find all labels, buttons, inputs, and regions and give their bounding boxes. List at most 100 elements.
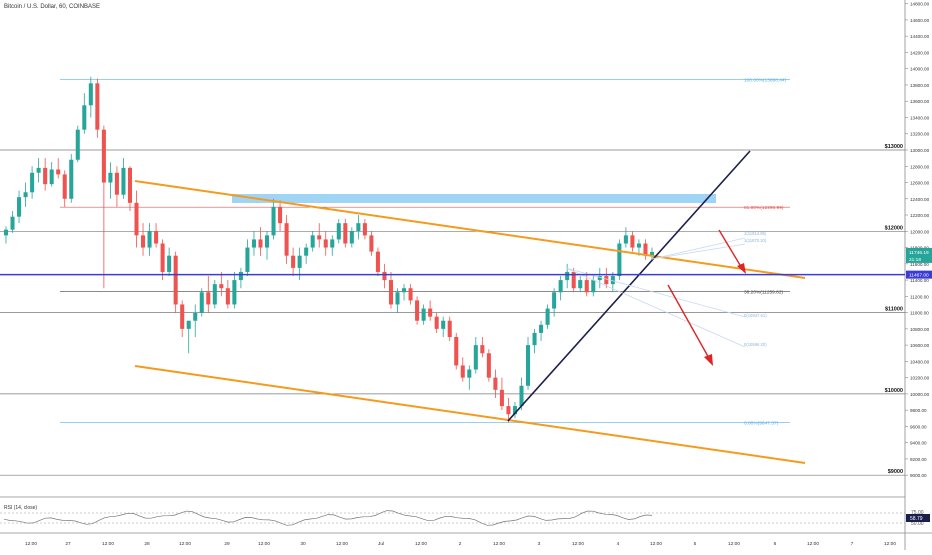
projection-line-b	[565, 267, 746, 318]
projection-label: 1(11870.20)	[744, 238, 767, 243]
time-tick-label: 3	[538, 541, 541, 547]
candle	[362, 219, 367, 240]
price-tick-label: 11000.00	[910, 311, 929, 316]
candle	[147, 223, 152, 256]
time-tick-label: 12:00	[807, 541, 819, 547]
candle	[571, 267, 576, 293]
price-tick-label: 14400.00	[910, 34, 930, 39]
rsi-level-75: 75.00	[911, 510, 924, 516]
time-tick-label: 4	[617, 541, 620, 547]
time-tick-label: 12:00	[25, 541, 37, 547]
channel-lower-line	[134, 365, 806, 464]
candle	[141, 223, 146, 256]
time-tick-label: 12:00	[258, 541, 270, 547]
fib-label: 100.00%(13868.44)	[744, 77, 787, 83]
rsi-current-tag	[906, 514, 930, 522]
projection-line-c	[651, 237, 746, 260]
price-tick-label: 11400.00	[910, 278, 929, 283]
candle	[206, 276, 211, 313]
candle	[88, 76, 93, 118]
price-tick-label: 10600.00	[910, 343, 930, 348]
candle	[480, 336, 485, 358]
price-tick-label: 13600.00	[910, 99, 930, 104]
candle	[199, 288, 204, 317]
price-tag-box	[906, 254, 932, 263]
candle	[17, 190, 22, 224]
candle	[415, 296, 420, 325]
level-label: $13000	[885, 144, 903, 150]
candle	[127, 166, 133, 211]
candle	[154, 223, 159, 248]
time-tick-label: 27	[65, 541, 71, 547]
projection-label: 0(10947.61)	[744, 313, 767, 318]
candle	[180, 300, 185, 337]
candle	[251, 231, 256, 256]
candle	[56, 158, 61, 179]
candle	[134, 190, 139, 248]
candle	[245, 239, 250, 277]
projection-label: 1(11914.85)	[744, 231, 767, 236]
candle	[173, 251, 178, 313]
candle	[160, 239, 165, 281]
fib-label: 61.80%(12295.99)	[744, 205, 784, 211]
candle	[519, 377, 524, 411]
candle	[369, 231, 374, 256]
horizontal-levels: $13000 $12000 $11000 $10000 $9000	[0, 144, 905, 476]
candle	[421, 304, 426, 325]
candle	[525, 336, 531, 390]
candle	[604, 267, 609, 289]
candle	[278, 200, 283, 232]
candle	[395, 288, 400, 313]
candle	[238, 267, 243, 289]
time-tick-label: 7	[851, 541, 854, 547]
time-tick-label: 30	[300, 541, 306, 547]
fibonacci-levels: 100.00%(13868.44) 61.80%(12295.99) 38.20%(…	[60, 77, 790, 427]
time-tick-label: 12:00	[884, 541, 896, 547]
candle	[349, 227, 354, 248]
candle	[493, 369, 498, 398]
level-label: $12000	[885, 225, 903, 231]
candle	[114, 166, 119, 207]
time-tick-label: 2	[459, 541, 462, 547]
price-tick-label: 14600.00	[910, 18, 930, 23]
price-tick-label: 13000.00	[910, 148, 930, 153]
candle	[382, 263, 387, 289]
candle	[454, 332, 459, 370]
candle	[271, 198, 276, 240]
candle	[441, 316, 446, 337]
candle	[460, 357, 465, 382]
candles	[3, 76, 655, 423]
time-tick-label: 5	[694, 541, 697, 547]
price-tick-label: 9800.00	[910, 408, 927, 413]
candle	[506, 397, 511, 423]
candle	[617, 239, 622, 281]
candle	[49, 162, 54, 187]
candle	[597, 267, 602, 289]
candle	[428, 300, 433, 321]
price-tick-label: 9400.00	[910, 441, 927, 446]
candle	[512, 402, 517, 419]
rsi-label: RSI (14, close)	[4, 505, 37, 511]
candle	[532, 328, 537, 354]
candle	[584, 271, 589, 297]
candle	[467, 365, 472, 390]
price-tick-label: 10000.00	[910, 392, 930, 397]
candle	[62, 170, 67, 207]
price-tick-label: 12200.00	[910, 213, 930, 218]
fib-label: 38.20%(11259.82)	[744, 289, 784, 295]
trend-drawings	[134, 150, 806, 464]
time-tick-label: 12:00	[728, 541, 740, 547]
price-tick-label: 12400.00	[910, 197, 930, 202]
price-tag-label: 21:18	[909, 257, 921, 263]
time-tick-label: 12:00	[415, 541, 427, 547]
candle	[75, 125, 80, 163]
candle	[3, 226, 9, 244]
candle	[10, 210, 15, 233]
time-tick-label: 12:00	[493, 541, 505, 547]
candle	[30, 166, 35, 199]
candle	[375, 247, 380, 277]
price-axis: 9000.00 9200.00 9400.00 9600.00 9800.00 10000…	[905, 2, 930, 478]
candle	[402, 284, 407, 301]
candle	[539, 320, 544, 342]
candle	[578, 276, 583, 293]
